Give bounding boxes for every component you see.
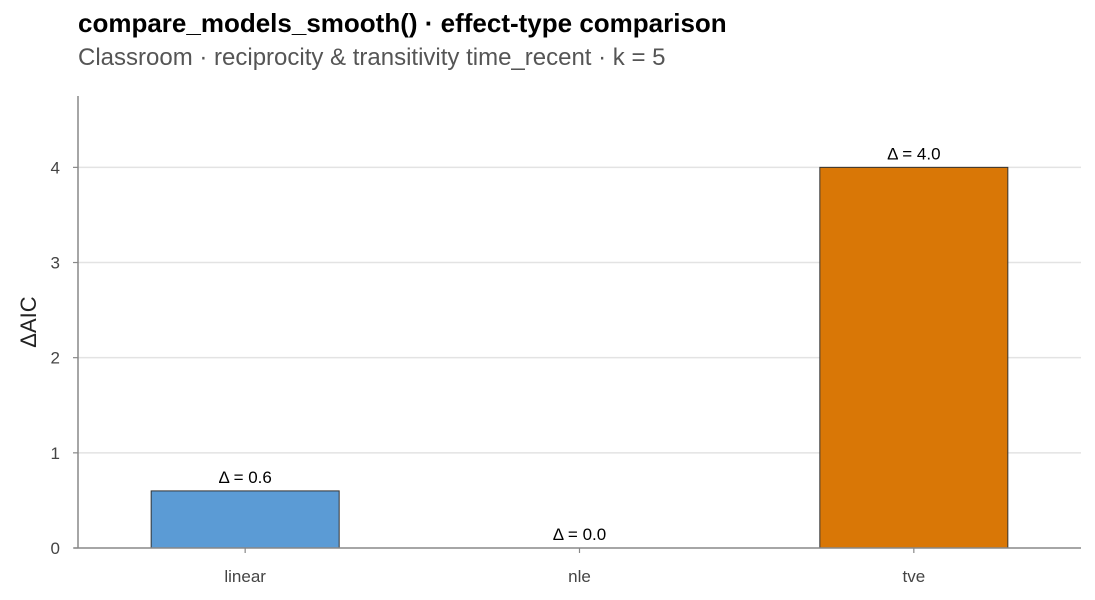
bars: [150, 166, 1009, 549]
chart-subtitle: Classroom · reciprocity & transitivity t…: [78, 44, 666, 71]
y-tick-label: 4: [51, 158, 60, 177]
x-ticks: linear nle tve: [224, 548, 925, 586]
y-tick-label: 2: [51, 349, 60, 368]
bar-tve: [819, 166, 1009, 549]
data-label-tve: Δ = 4.0: [887, 144, 940, 163]
x-tick-label-linear: linear: [224, 567, 266, 586]
data-label-linear: Δ = 0.6: [218, 468, 271, 487]
y-tick-label: 1: [51, 444, 60, 463]
data-label-nle: Δ = 0.0: [553, 525, 606, 544]
chart-title: compare_models_smooth() · effect-type co…: [78, 8, 727, 38]
x-tick-label-nle: nle: [568, 567, 591, 586]
x-tick-label-tve: tve: [902, 567, 925, 586]
y-ticks: 0 1 2 3 4: [51, 158, 78, 558]
y-axis-label: ΔAIC: [16, 296, 41, 347]
y-tick-label: 3: [51, 254, 60, 273]
bar-linear: [150, 490, 340, 549]
y-tick-label: 0: [51, 539, 60, 558]
data-labels: Δ = 0.6 Δ = 0.0 Δ = 4.0: [218, 144, 940, 544]
